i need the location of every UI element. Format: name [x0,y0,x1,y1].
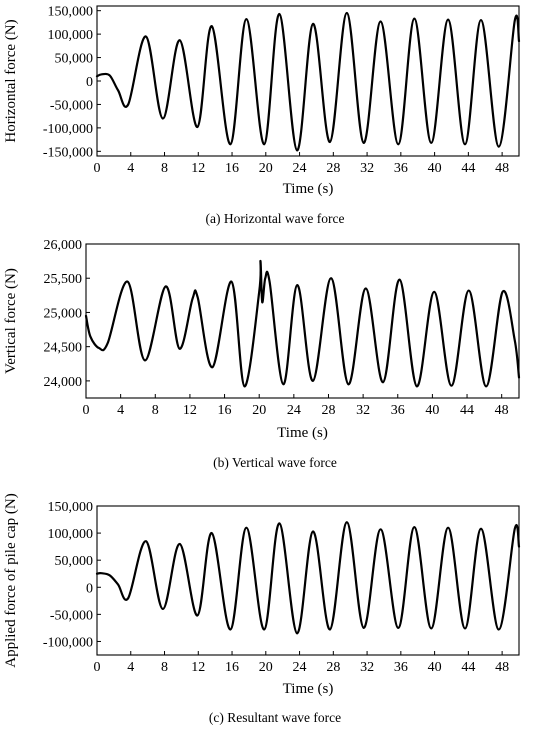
x-tick-label: 8 [152,403,159,418]
x-tick-label: 16 [225,660,239,675]
x-tick-label: 24 [293,161,307,176]
y-tick-label: 50,000 [55,554,94,569]
y-tick-label: 100,000 [48,527,94,542]
x-tick-label: 48 [495,161,509,176]
x-tick-label: 0 [94,660,101,675]
y-tick-label: -50,000 [50,608,93,623]
series-line [84,259,521,388]
x-tick-label: 28 [326,161,340,176]
x-tick-label: 24 [293,660,307,675]
y-tick-label: 24,500 [44,341,83,356]
x-axis-label: Time (s) [277,425,328,441]
x-tick-label: 44 [461,660,475,675]
y-tick-label: 150,000 [48,5,94,20]
series-line [95,11,521,152]
x-tick-label: 8 [161,660,168,675]
x-tick-label: 4 [127,660,134,675]
x-tick-label: 8 [161,161,168,176]
x-tick-label: 28 [321,403,335,418]
y-tick-label: 0 [86,581,93,596]
x-tick-label: 4 [127,161,134,176]
y-tick-label: 0 [86,75,93,90]
x-tick-label: 36 [391,403,405,418]
chart-c: 0 4 8 12 16 20 24 28 32 36 40 44 48-100,000-50,00005… [3,493,521,697]
x-tick-label: 32 [360,660,374,675]
plot-frame [96,505,520,656]
x-tick-label: 36 [394,161,408,176]
x-tick-label: 48 [495,403,509,418]
chart-a: 0 4 8 12 16 20 24 28 32 36 40 44 48-150,000-100,000-… [3,5,521,197]
y-axis-label: Applied force of pile cap (N) [3,493,19,668]
x-tick-label: 32 [356,403,370,418]
x-tick-label: 48 [495,660,509,675]
y-axis-label: Horizontal force (N) [3,19,19,142]
y-tick-label: -150,000 [43,145,93,160]
x-tick-label: 20 [259,660,273,675]
x-tick-label: 12 [191,660,205,675]
x-tick-label: 28 [326,660,340,675]
x-axis-label: Time (s) [283,181,334,197]
y-tick-label: 26,000 [44,238,83,253]
y-axis-label: Vertical force (N) [3,268,19,374]
caption-a: (a) Horizontal wave force [205,211,345,226]
x-tick-label: 16 [218,403,232,418]
x-tick-label: 12 [191,161,205,176]
x-tick-label: 44 [461,161,475,176]
x-tick-label: 4 [117,403,124,418]
y-tick-label: -50,000 [50,98,93,113]
x-tick-label: 40 [425,403,439,418]
y-tick-label: 24,000 [44,375,83,390]
x-tick-label: 44 [460,403,474,418]
x-tick-label: 40 [428,660,442,675]
x-axis-label: Time (s) [283,681,334,697]
x-tick-label: 0 [94,161,101,176]
x-tick-label: 24 [287,403,301,418]
x-tick-label: 20 [252,403,266,418]
y-tick-label: 100,000 [48,28,94,43]
y-tick-label: 25,000 [44,306,83,321]
y-tick-label: 50,000 [55,52,94,67]
y-tick-label: 150,000 [48,500,94,515]
x-tick-label: 36 [394,660,408,675]
series-line [95,521,521,635]
y-tick-label: -100,000 [43,635,93,650]
chart-b: 0 4 8 12 16 20 24 28 32 36 40 44 4824,00024,50025,00… [3,238,521,441]
caption-b: (b) Vertical wave force [213,455,337,470]
y-tick-label: 25,500 [44,272,83,287]
x-tick-label: 16 [225,161,239,176]
x-tick-label: 32 [360,161,374,176]
x-tick-label: 12 [183,403,197,418]
caption-c: (c) Resultant wave force [208,710,342,725]
x-tick-label: 40 [428,161,442,176]
x-tick-label: 20 [259,161,273,176]
y-tick-label: -100,000 [43,122,93,137]
x-tick-label: 0 [83,403,90,418]
